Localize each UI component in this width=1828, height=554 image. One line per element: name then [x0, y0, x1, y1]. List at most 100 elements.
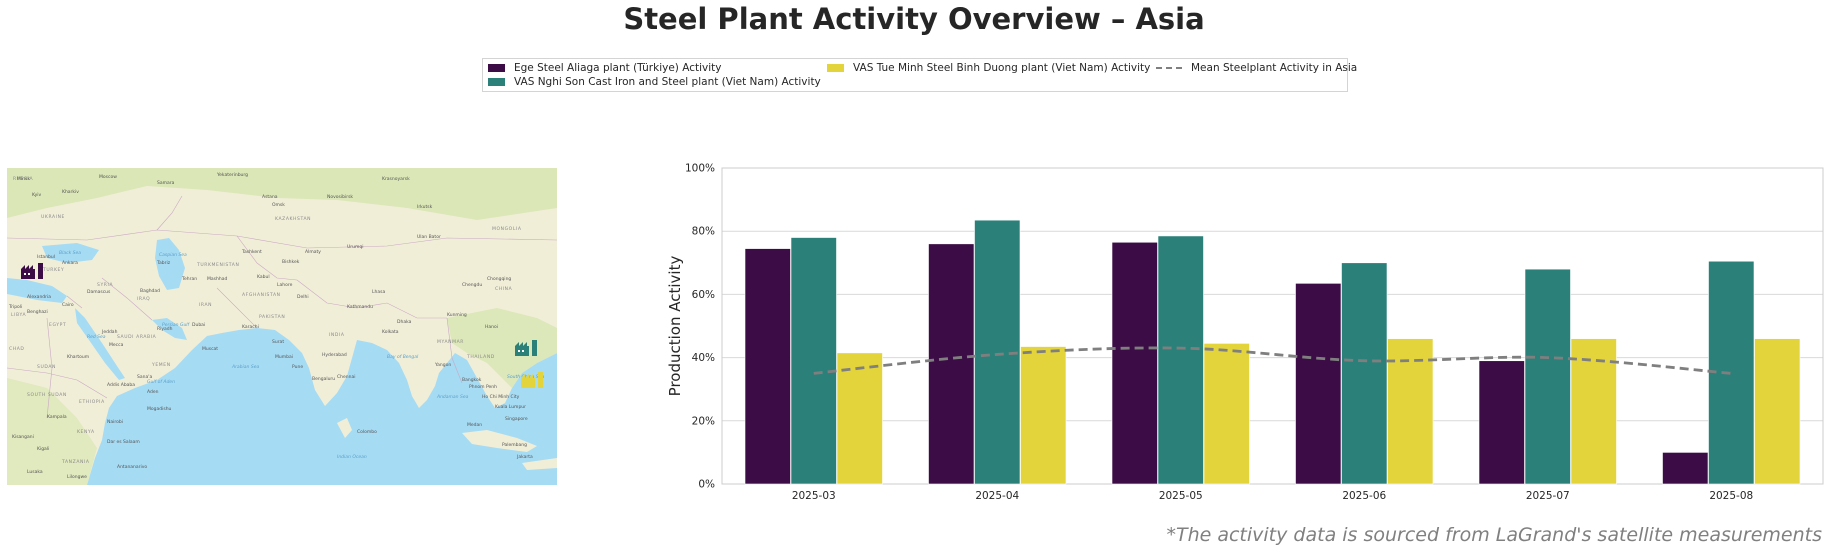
marker-tueminh[interactable]	[521, 372, 543, 388]
marker-nghison[interactable]	[515, 340, 537, 356]
legend-swatch-mean	[1156, 67, 1182, 69]
map-city-label: Antananarivo	[117, 464, 147, 470]
map-city-label: Kuala Lumpur	[495, 404, 526, 410]
map-city-label: Moscow	[99, 174, 117, 180]
map-city-label: Mogadishu	[147, 406, 172, 412]
map-city-label: Baghdad	[140, 288, 160, 294]
page-title: Steel Plant Activity Overview – Asia	[623, 2, 1205, 36]
map-country-label: IRAN	[199, 302, 212, 308]
map-sea-label: Persian Gulf	[162, 322, 191, 328]
map-sea-label: Gulf of Aden	[147, 379, 175, 385]
bar	[1203, 343, 1250, 485]
legend-label-ege: Ege Steel Aliaga plant (Türkiye) Activit…	[514, 62, 722, 74]
map-country-label: IRAQ	[137, 296, 150, 302]
map-city-label: Kabul	[257, 274, 270, 280]
map-city-label: Surat	[272, 339, 284, 345]
map-sea-label: Andaman Sea	[436, 394, 469, 400]
map-city-label: Dhaka	[397, 319, 412, 325]
map-country-label: EGYPT	[49, 322, 66, 328]
map-city-label: Yangon	[434, 362, 451, 368]
bar	[1478, 360, 1525, 485]
factory-icon	[521, 378, 535, 388]
map-country-label: SYRIA	[97, 282, 113, 288]
map-country-label: ETHIOPIA	[79, 399, 105, 405]
map-country-label: SAUDI ARABIA	[117, 334, 157, 340]
x-tick-label: 2025-04	[975, 490, 1019, 502]
map-city-label: Mashhad	[207, 276, 227, 282]
map-city-label: Kolkata	[382, 329, 399, 335]
map-country-label: MONGOLIA	[492, 226, 522, 232]
asia-map[interactable]: RUSSIA KAZAKHSTAN MONGOLIA UKRAINE TURKE…	[7, 168, 557, 485]
map-land	[7, 168, 557, 485]
factory-roof	[521, 374, 533, 378]
bar	[1295, 283, 1342, 485]
map-city-label: Kampala	[47, 414, 67, 420]
map-city-label: Jeddah	[101, 329, 118, 335]
map-city-label: Almaty	[305, 249, 321, 255]
map-country-label: TANZANIA	[61, 459, 90, 465]
map-vegetation-africa	[7, 378, 97, 485]
map-city-label: Bengaluru	[312, 376, 335, 382]
bar	[1157, 235, 1204, 485]
map-sea-label: Caspian Sea	[159, 252, 187, 258]
map-city-label: Phnom Penh	[469, 384, 497, 390]
map-city-label: Irkutsk	[417, 204, 433, 210]
map-country-label: CHINA	[495, 286, 513, 292]
bar	[1387, 338, 1434, 485]
map-city-label: Chongqing	[487, 276, 511, 282]
legend-swatch-nghison	[488, 78, 505, 86]
x-tick-label: 2025-03	[792, 490, 836, 502]
bar	[1570, 338, 1617, 485]
map-country-label: YEMEN	[151, 362, 171, 368]
y-tick-label: 0%	[698, 479, 715, 491]
map-persian-gulf	[152, 318, 187, 340]
bar	[928, 243, 975, 485]
x-tick-label: 2025-06	[1342, 490, 1386, 502]
map-country-label: PAKISTAN	[259, 314, 285, 320]
map-city-label: Urumqi	[347, 244, 364, 250]
map-country-label: RUSSIA	[13, 176, 33, 182]
map-city-label: Bishkek	[282, 259, 300, 265]
map-city-label: Pune	[292, 364, 303, 370]
legend-label-mean: Mean Steelplant Activity in Asia	[1191, 62, 1358, 74]
chart-legend: Ege Steel Aliaga plant (Türkiye) Activit…	[482, 58, 1357, 92]
map-java	[522, 458, 557, 470]
bar	[1341, 262, 1388, 485]
map-country-label: KAZAKHSTAN	[275, 216, 311, 222]
legend-label-tueminh: VAS Tue Minh Steel Binh Duong plant (Vie…	[853, 62, 1151, 74]
bar	[1662, 452, 1709, 485]
map-city-label: Istanbul	[37, 254, 55, 260]
map-city-label: Dar es Salaam	[107, 439, 140, 445]
map-city-label: Lahore	[277, 282, 293, 288]
map-city-label: Ho Chi Minh City	[482, 394, 520, 400]
y-tick-label: 80%	[692, 226, 715, 238]
bar	[744, 248, 791, 485]
map-city-label: Ankara	[62, 260, 78, 266]
map-city-label: Kharkiv	[62, 189, 79, 195]
marker-ege[interactable]	[21, 263, 43, 279]
map-city-label: Tashkent	[241, 249, 262, 255]
legend-item-ege[interactable]: Ege Steel Aliaga plant (Türkiye) Activit…	[488, 62, 721, 74]
map-city-label: Aden	[147, 389, 159, 395]
map-city-label: Lilongwe	[67, 474, 87, 480]
bar	[790, 237, 837, 485]
map-city-label: Bangkok	[462, 377, 482, 383]
map-city-label: Palembang	[502, 442, 527, 448]
map-city-label: Mecca	[109, 342, 124, 348]
y-tick-label: 20%	[692, 415, 715, 427]
legend-item-tueminh[interactable]: VAS Tue Minh Steel Binh Duong plant (Vie…	[827, 62, 1150, 74]
legend-item-mean[interactable]: Mean Steelplant Activity in Asia	[1156, 62, 1357, 74]
map-city-label: Muscat	[202, 346, 218, 352]
map-country-label: KENYA	[77, 429, 95, 435]
map-city-label: Benghazi	[27, 309, 48, 315]
map-city-label: Minsk	[17, 176, 30, 182]
map-country-label: UKRAINE	[41, 214, 65, 220]
map-city-label: Tripoli	[8, 304, 22, 310]
factory-chimney	[532, 340, 537, 356]
legend-item-nghison[interactable]: VAS Nghi Son Cast Iron and Steel plant (…	[488, 76, 821, 88]
legend-swatch-tueminh	[827, 64, 844, 72]
map-city-label: Sana'a	[137, 374, 152, 380]
y-tick-label: 100%	[685, 163, 715, 175]
map-city-label: Medan	[467, 422, 482, 428]
map-city-label: Lhasa	[372, 289, 385, 295]
